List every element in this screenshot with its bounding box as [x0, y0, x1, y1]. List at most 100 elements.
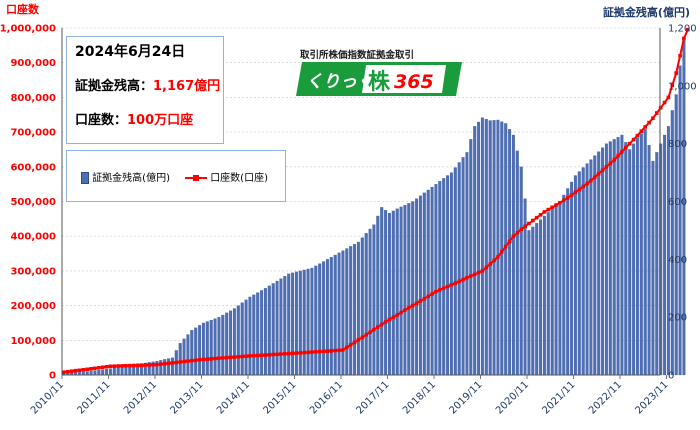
- right-axis-title: 証拠金残高(億円): [602, 6, 690, 19]
- bar: [488, 120, 492, 376]
- x-tick-label: 2013/11: [168, 379, 205, 416]
- line-marker: [631, 137, 636, 142]
- info-balance-value: 1,167億円: [153, 79, 221, 94]
- line-marker: [248, 354, 252, 358]
- line-marker: [356, 338, 361, 342]
- bar: [287, 273, 291, 376]
- bar: [496, 119, 500, 376]
- line-marker: [120, 364, 124, 368]
- line-marker: [93, 366, 97, 371]
- line-marker: [131, 363, 136, 368]
- line-marker: [151, 362, 155, 367]
- left-axis-tick-label: 700,000: [10, 128, 56, 139]
- bar: [213, 318, 217, 376]
- bar: [225, 312, 229, 376]
- line-marker: [352, 340, 357, 345]
- bar: [376, 215, 380, 376]
- bar: [632, 143, 636, 376]
- bar: [639, 133, 643, 376]
- bar: [457, 162, 461, 376]
- bar: [291, 272, 295, 376]
- line-marker: [496, 255, 500, 259]
- line-marker: [279, 352, 283, 356]
- line-marker: [616, 154, 620, 158]
- line-marker: [670, 83, 675, 88]
- line-marker: [612, 158, 616, 162]
- bar: [442, 178, 446, 376]
- line-marker: [604, 165, 609, 169]
- bar: [527, 230, 531, 376]
- line-marker: [662, 100, 667, 105]
- line-marker: [364, 332, 368, 337]
- bar: [267, 285, 271, 376]
- bar: [535, 223, 539, 376]
- line-marker: [263, 353, 268, 357]
- bar: [647, 145, 651, 376]
- line-marker: [267, 353, 272, 357]
- line-marker: [228, 355, 233, 360]
- legend-line-entry: 口座数(口座): [185, 169, 268, 184]
- right-axis-tick-label: 800: [668, 139, 687, 150]
- bar: [577, 171, 581, 376]
- bar: [612, 139, 616, 376]
- line-marker: [391, 315, 396, 319]
- left-axis-tick-label: 500,000: [10, 197, 56, 208]
- line-marker: [678, 54, 682, 58]
- line-marker: [414, 301, 419, 306]
- bar: [163, 359, 167, 376]
- line-marker: [519, 227, 523, 232]
- bar: [407, 203, 411, 376]
- bar: [333, 254, 337, 376]
- line-marker: [651, 116, 655, 120]
- bar: [531, 226, 535, 376]
- line-marker: [589, 178, 593, 183]
- line-marker: [302, 350, 306, 355]
- line-marker: [538, 213, 543, 217]
- bar: [624, 142, 628, 376]
- line-marker: [596, 171, 601, 176]
- info-balance-label: 証拠金残高：: [75, 79, 154, 94]
- bar: [511, 134, 515, 376]
- line-marker: [515, 230, 520, 235]
- line-marker: [593, 175, 597, 179]
- x-tick-label: 2017/11: [354, 379, 391, 416]
- line-marker: [600, 168, 605, 173]
- line-marker: [620, 150, 624, 154]
- info-date: 2024年6月24日: [75, 44, 186, 60]
- legend-line-label: 口座数(口座): [210, 173, 268, 184]
- line-marker: [581, 184, 585, 189]
- bar: [395, 208, 399, 376]
- bar: [302, 269, 306, 376]
- left-axis-tick-label: 100,000: [10, 336, 56, 347]
- bar: [349, 246, 353, 376]
- right-axis-tick-label: 400: [668, 255, 687, 266]
- line-marker: [197, 358, 202, 362]
- line-marker: [159, 362, 163, 366]
- line-marker: [314, 350, 318, 354]
- line-marker: [66, 369, 70, 374]
- bar: [341, 250, 345, 376]
- bar: [93, 370, 97, 376]
- bar: [643, 129, 647, 376]
- bar: [318, 263, 322, 376]
- line-marker: [682, 36, 686, 41]
- legend-bar-swatch: [81, 172, 89, 184]
- x-tick-label: 2023/11: [633, 379, 670, 416]
- line-marker: [337, 348, 341, 353]
- line-marker: [430, 292, 434, 296]
- line-marker: [255, 353, 260, 358]
- line-marker: [193, 358, 198, 363]
- bar: [337, 252, 341, 376]
- bar: [678, 65, 682, 376]
- line-marker: [476, 270, 481, 275]
- line-marker: [100, 365, 105, 370]
- bar: [635, 137, 639, 376]
- bar: [477, 121, 481, 376]
- line-marker: [310, 350, 314, 354]
- bar: [492, 120, 496, 376]
- logo-brand-text: くりっく: [306, 72, 374, 92]
- bar: [589, 159, 593, 376]
- line-marker: [325, 349, 330, 353]
- bar: [380, 207, 384, 376]
